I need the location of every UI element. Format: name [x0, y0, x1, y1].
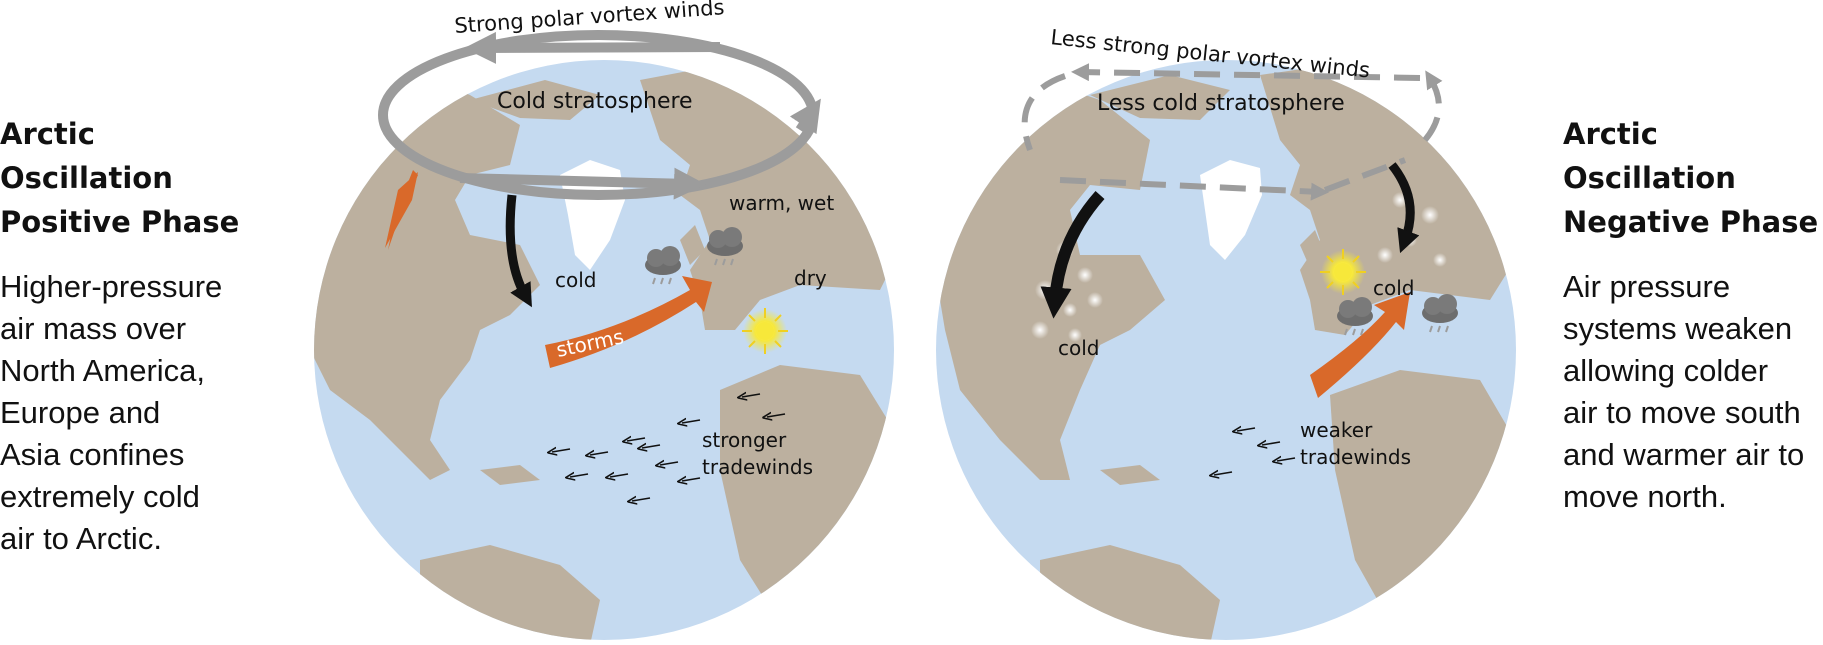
positive-phase-title: Arctic Oscillation Positive Phase	[0, 112, 250, 244]
desc-line: extremely cold	[0, 479, 200, 514]
cold-label-west: cold	[1058, 336, 1099, 360]
tradewinds-label-1: stronger	[702, 428, 787, 452]
storm-cloud-icon	[645, 246, 681, 285]
desc-line: Europe and	[0, 395, 161, 430]
title-line: Oscillation	[1563, 161, 1736, 195]
caribbean-islands	[1100, 465, 1160, 485]
arctic-islands	[1090, 75, 1230, 120]
cold-label-east: cold	[1373, 276, 1414, 300]
storm-cloud-icon	[1337, 297, 1373, 336]
eurasia	[640, 65, 894, 330]
title-line: Arctic	[0, 117, 95, 151]
sun-icon	[1320, 249, 1366, 295]
cold-air-arrow	[505, 194, 532, 308]
cold-air-arrow	[1040, 191, 1105, 319]
tradewinds-label-2: tradewinds	[702, 455, 813, 479]
tradewind-arrows	[1214, 428, 1296, 475]
arctic-islands	[470, 80, 600, 120]
greenland	[560, 160, 625, 270]
vortex-arrow	[1071, 63, 1421, 82]
globe-negative-phase: Less strong polar vortex winds Less cold…	[936, 25, 1516, 640]
caribbean-islands	[480, 465, 540, 485]
desc-line: systems weaken	[1563, 311, 1793, 346]
desc-line: Air pressure	[1563, 269, 1731, 304]
vortex-arrow	[1422, 70, 1443, 142]
cold-label: cold	[555, 268, 596, 292]
greenland	[1200, 160, 1262, 260]
desc-line: move north.	[1563, 479, 1727, 514]
vortex-arrow	[459, 167, 706, 200]
storm-cloud-icon	[707, 227, 743, 266]
desc-line: Asia confines	[0, 437, 185, 472]
title-line: Arctic	[1563, 117, 1658, 151]
stratosphere-label: Less cold stratosphere	[1097, 91, 1345, 116]
desc-line: and warmer air to	[1563, 437, 1805, 472]
desc-line: air to Arctic.	[0, 521, 162, 556]
negative-phase-text: Air pressure systems weaken allowing col…	[1563, 266, 1823, 518]
polar-vortex-winds	[378, 30, 821, 200]
storms-arrow	[545, 276, 712, 368]
british-isles	[680, 225, 705, 265]
cold-air-arrow	[1388, 162, 1420, 254]
vortex-arrow	[1059, 177, 1329, 201]
desc-line: air to move south	[1563, 395, 1801, 430]
positive-phase-text: Higher-pressure air mass over North Amer…	[0, 266, 250, 560]
title-line: Negative Phase	[1563, 205, 1819, 239]
desc-line: Higher-pressure	[0, 269, 223, 304]
negative-phase-description: Arctic Oscillation Negative Phase Air pr…	[1563, 112, 1823, 518]
desc-line: allowing colder	[1563, 353, 1769, 388]
title-line: Positive Phase	[0, 205, 240, 239]
sun-icon	[742, 308, 788, 354]
warm-air-arrow	[1310, 292, 1410, 398]
desc-line: air mass over	[0, 311, 187, 346]
polar-vortex-winds	[1021, 63, 1443, 201]
storm-cloud-icon	[1422, 294, 1458, 333]
vortex-arrow	[789, 98, 821, 135]
british-isles	[1300, 230, 1325, 268]
stratosphere-label: Cold stratosphere	[497, 89, 693, 114]
dry-label: dry	[794, 266, 827, 290]
tradewind-arrows	[552, 394, 786, 501]
tradewinds-label-1: weaker	[1300, 418, 1373, 442]
tradewinds-label-2: tradewinds	[1300, 445, 1411, 469]
desc-line: North America,	[0, 353, 206, 388]
globe-positive-phase: Strong polar vortex winds Cold stratosph…	[314, 0, 894, 640]
vortex-arrow	[1323, 157, 1407, 193]
warm-wet-label: warm, wet	[729, 191, 834, 215]
positive-phase-description: Arctic Oscillation Positive Phase Higher…	[0, 112, 250, 560]
vortex-arrow	[464, 31, 721, 64]
negative-phase-title: Arctic Oscillation Negative Phase	[1563, 112, 1823, 244]
title-line: Oscillation	[0, 161, 173, 195]
vortex-arrow	[1021, 73, 1067, 152]
